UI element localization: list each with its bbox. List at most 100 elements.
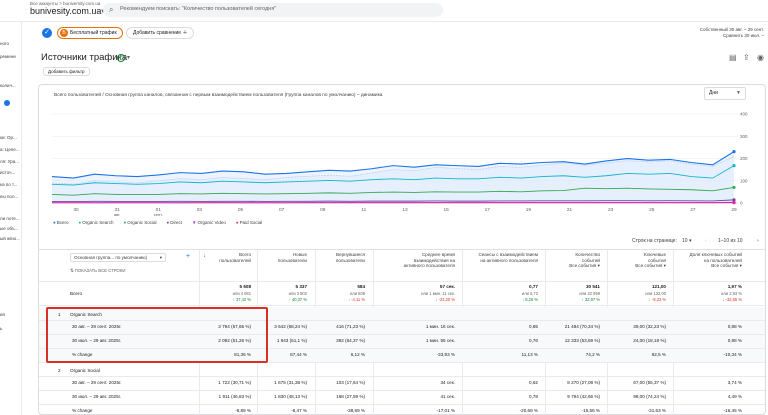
sidebar-item[interactable]: ия: [0, 312, 5, 317]
column-header[interactable]: Среднее время: [421, 252, 455, 257]
series-end-point-0: [732, 150, 736, 154]
add-comparison-button[interactable]: Добавить сравнение ＋: [126, 27, 195, 39]
total-change: ↑ 32,97 %: [581, 297, 600, 302]
column-header-line3[interactable]: Все события ▾: [635, 263, 666, 268]
legend-item[interactable]: ▼Organic Video: [192, 220, 231, 225]
x-tick-label: 09: [320, 207, 326, 213]
sidebar-item[interactable]: ки: Ор...: [0, 135, 17, 140]
row-index: 2: [58, 368, 61, 373]
legend-item[interactable]: ●Paid Social: [236, 220, 267, 225]
sidebar-item[interactable]: а: Целе...: [0, 147, 20, 152]
sidebar-item[interactable]: колич...: [0, 83, 16, 88]
sidebar-item[interactable]: ля: Ура...: [0, 159, 19, 164]
series-end-point-3: [732, 198, 736, 202]
share-icon[interactable]: ⇪: [743, 53, 750, 62]
sidebar-item[interactable]: еы пол...: [0, 194, 19, 199]
sidebar-item[interactable]: ые объ...: [0, 226, 19, 231]
total-value: 0,77: [529, 284, 538, 289]
column-header[interactable]: Количество: [575, 252, 600, 257]
chevron-down-icon[interactable]: ▼: [100, 9, 106, 15]
rows-per-page-select[interactable]: 10 ▾: [682, 238, 692, 244]
column-header[interactable]: Ключевые: [644, 252, 666, 257]
granularity-select[interactable]: Дни ▼: [704, 87, 746, 100]
chevron-down-icon[interactable]: ▾: [127, 55, 131, 61]
legend-label: Всего: [56, 220, 69, 225]
sidebar-item[interactable]: ь: [0, 326, 3, 331]
add-filter-button[interactable]: Добавить фильтр: [43, 67, 90, 76]
x-tick-sublabel: сент.: [154, 212, 163, 217]
search-placeholder: Рекомендуем поискать: "Количество пользо…: [120, 6, 277, 12]
legend-label: Organic Video: [197, 220, 226, 225]
date-range-primary: Собственный 30 авг. – 29 сент.: [699, 27, 764, 32]
row-index: 1: [58, 312, 61, 317]
cell-value: 62,5 %: [651, 352, 666, 357]
group-name[interactable]: Organic Social: [70, 368, 100, 373]
compare-area: [52, 156, 734, 203]
sort-desc-icon[interactable]: ↓: [203, 253, 206, 259]
row-label: 30 авг. – 29 сент. 2025г.: [72, 380, 122, 385]
sidebar-active-icon[interactable]: [4, 100, 10, 106]
add-dimension-button[interactable]: +: [186, 253, 191, 260]
sidebar-item[interactable]: ый ж/ио...: [0, 236, 21, 241]
insights-icon[interactable]: ◉: [757, 53, 764, 62]
column-header[interactable]: Доля ключевых событий: [689, 252, 742, 257]
dimension-select[interactable]: Основная группа... по умолчанию) ▾: [70, 253, 166, 262]
cell-value: 81,36 %: [234, 352, 251, 357]
sidebar-item[interactable]: ли поте...: [0, 216, 20, 221]
total-value: 1,97 %: [727, 284, 742, 289]
legend-item[interactable]: ●Organic Social: [124, 220, 162, 225]
segment-b-icon: Б: [60, 29, 68, 37]
cell-value: 3 794 (67,65 %): [218, 324, 251, 329]
y-tick-label: 200: [740, 156, 748, 161]
search-input[interactable]: ⌕ Рекомендуем поискать: "Количество поль…: [103, 3, 443, 17]
cell-value: 1 911 (46,83 %): [218, 394, 251, 399]
sidebar-item[interactable]: ного: [0, 41, 10, 46]
column-header[interactable]: Сеансы с взаимодействием: [478, 252, 538, 257]
page-title-text: Источники трафика: [41, 52, 128, 63]
column-header[interactable]: Вернувшиеся: [335, 252, 365, 257]
prev-page-icon[interactable]: ‹: [705, 238, 707, 244]
total-compare-value: или 1 мин. 11 сек.: [421, 291, 455, 296]
show-all-rows-label: ПОКАЗАТЬ ВСЕ СТРОКИ: [74, 268, 126, 273]
date-range[interactable]: Собственный 30 авг. – 29 сент. Сравнить …: [700, 27, 764, 39]
group-name[interactable]: Organic Search: [70, 312, 102, 317]
next-page-icon[interactable]: ›: [757, 238, 759, 244]
account-breadcrumb[interactable]: Все аккаунты > buniversity.com.ua: [30, 1, 101, 6]
free-traffic-chip[interactable]: Б Бесплатный трафик: [57, 27, 123, 39]
customize-report-icon[interactable]: ▤: [729, 53, 737, 62]
sidebar-item[interactable]: ремени: [0, 54, 16, 59]
cell-value: 9 794 (42,66 %): [567, 394, 600, 399]
sidebar-item[interactable]: ка по т...: [0, 182, 18, 187]
legend-item[interactable]: ●Direct: [167, 220, 187, 225]
row-label: 30 авг. – 29 сент. 2025г.: [72, 324, 122, 329]
column-header[interactable]: Новые: [292, 252, 307, 257]
cell-value: 74,2 %: [585, 352, 600, 357]
comparison-check-icon[interactable]: ✓: [42, 28, 52, 38]
column-header-line3[interactable]: Все события ▾: [569, 263, 600, 268]
chevron-down-icon: ▼: [736, 90, 741, 96]
y-tick-label: 0: [740, 201, 743, 206]
legend-marker-icon: ▼: [191, 220, 197, 225]
column-header[interactable]: Всего: [238, 252, 251, 257]
total-value: 5 608: [239, 284, 252, 289]
series-line-1: [51, 165, 735, 186]
total-change: ↑ 37,42 %: [232, 297, 251, 302]
account-name[interactable]: bunivesity.com.ua: [30, 6, 102, 16]
cell-value: 3 642 (68,24 %): [274, 324, 307, 329]
row-label: 30 июл. – 29 авг. 2025г.: [72, 394, 122, 399]
column-header-line2: на пользователей: [703, 257, 742, 263]
legend-item[interactable]: ●Organic Search: [79, 220, 119, 225]
total-compare-value: или 22 959: [579, 291, 600, 296]
column-header-line3[interactable]: Все события ▾: [711, 263, 742, 268]
series-line-0: [51, 151, 735, 179]
cell-value: 0,78: [529, 394, 538, 399]
y-tick-label: 100: [740, 178, 748, 183]
show-all-rows-button[interactable]: ⇅ ПОКАЗАТЬ ВСЕ СТРОКИ: [70, 268, 126, 273]
legend-item[interactable]: ●Всего: [53, 220, 74, 225]
cell-value: -15,56 %: [581, 408, 600, 413]
x-tick-label: 01: [156, 207, 162, 213]
x-tick-label: 23: [608, 207, 614, 213]
sidebar-item[interactable]: источ...: [0, 170, 16, 175]
cell-value: 1 675 (31,38 %): [274, 380, 307, 385]
